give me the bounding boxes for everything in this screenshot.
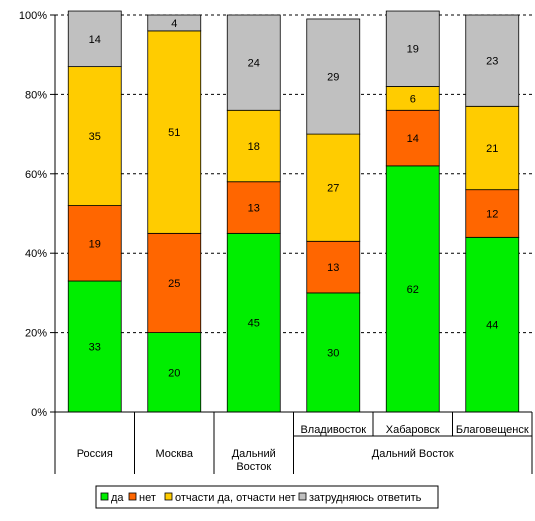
bar-segment xyxy=(226,232,281,413)
bar-segment xyxy=(385,10,440,87)
legend-box xyxy=(95,485,439,509)
bar-segment xyxy=(465,236,520,413)
legend-label: нет xyxy=(139,492,156,504)
bar-segment xyxy=(306,133,361,242)
gridlines xyxy=(55,14,532,334)
legend-swatch xyxy=(164,492,173,501)
data-label: 19 xyxy=(407,44,419,56)
data-label: 62 xyxy=(407,284,419,296)
bar-segment xyxy=(67,280,122,413)
group-label: Дальний Восток xyxy=(372,448,454,460)
data-label: 29 xyxy=(327,72,339,84)
data-label: 21 xyxy=(486,143,498,155)
bar-segment xyxy=(385,109,440,167)
bar-segment xyxy=(147,14,202,32)
legend-swatch xyxy=(100,492,109,501)
legend-swatch xyxy=(128,492,137,501)
y-tick-label: 0% xyxy=(31,407,47,419)
category-label: Москва xyxy=(155,448,193,460)
bar-segment xyxy=(67,10,122,68)
data-label: 44 xyxy=(486,320,498,332)
legend-label: отчасти да, отчасти нет xyxy=(175,492,296,504)
category-label: Благовещенск xyxy=(456,424,529,436)
bars: 33 19 35 14 20 25 51 4 45 13 18 24 30 13 27 29 62 14 6 19 44… xyxy=(67,10,520,413)
data-label: 14 xyxy=(89,34,101,46)
bar-segment xyxy=(465,189,520,238)
legend-swatch xyxy=(298,492,307,501)
bar-segment xyxy=(67,205,122,282)
category-label: Дальний xyxy=(232,448,276,460)
data-label: 51 xyxy=(168,127,180,139)
data-label: 6 xyxy=(410,93,416,105)
axes xyxy=(50,14,533,474)
bar-segment xyxy=(306,240,361,294)
category-label: Россия xyxy=(77,448,113,460)
bar-segment xyxy=(306,18,361,135)
category-label: Восток xyxy=(236,461,271,473)
category-label: Владивосток xyxy=(300,424,366,436)
data-label: 30 xyxy=(327,347,339,359)
data-label: 13 xyxy=(327,262,339,274)
category-label: Хабаровск xyxy=(386,424,440,436)
data-label: 4 xyxy=(171,18,177,30)
legend-label: да xyxy=(111,492,124,504)
data-label: 24 xyxy=(248,58,260,70)
bar-segment xyxy=(147,30,202,234)
y-tick-label: 60% xyxy=(25,169,47,181)
bar-segment xyxy=(465,105,520,191)
bar-segment xyxy=(226,14,281,111)
data-label: 13 xyxy=(248,203,260,215)
y-tick-label: 80% xyxy=(25,89,47,101)
y-tick-label: 100% xyxy=(19,10,47,22)
data-label: 33 xyxy=(89,341,101,353)
legend-label: затрудняюсь ответить xyxy=(309,492,422,504)
data-label: 19 xyxy=(89,238,101,250)
bar-segment xyxy=(67,66,122,206)
bar-segment xyxy=(306,292,361,413)
y-tick-label: 20% xyxy=(25,328,47,340)
data-label: 20 xyxy=(168,367,180,379)
data-label: 35 xyxy=(89,131,101,143)
legend: да нет отчасти да, отчасти нет затрудняюсь … xyxy=(95,485,439,509)
data-label: 18 xyxy=(248,141,260,153)
bar-segment xyxy=(385,165,440,413)
bar-segment xyxy=(465,14,520,107)
data-label: 27 xyxy=(327,183,339,195)
y-tick-label: 40% xyxy=(25,248,47,260)
data-label: 45 xyxy=(248,318,260,330)
data-label: 23 xyxy=(486,56,498,68)
bar-segment xyxy=(226,109,281,183)
data-label: 25 xyxy=(168,278,180,290)
data-label: 14 xyxy=(407,133,419,145)
data-label: 12 xyxy=(486,209,498,221)
y-tick-labels: 0% 20% 40% 60% 80% 100% xyxy=(19,10,47,419)
